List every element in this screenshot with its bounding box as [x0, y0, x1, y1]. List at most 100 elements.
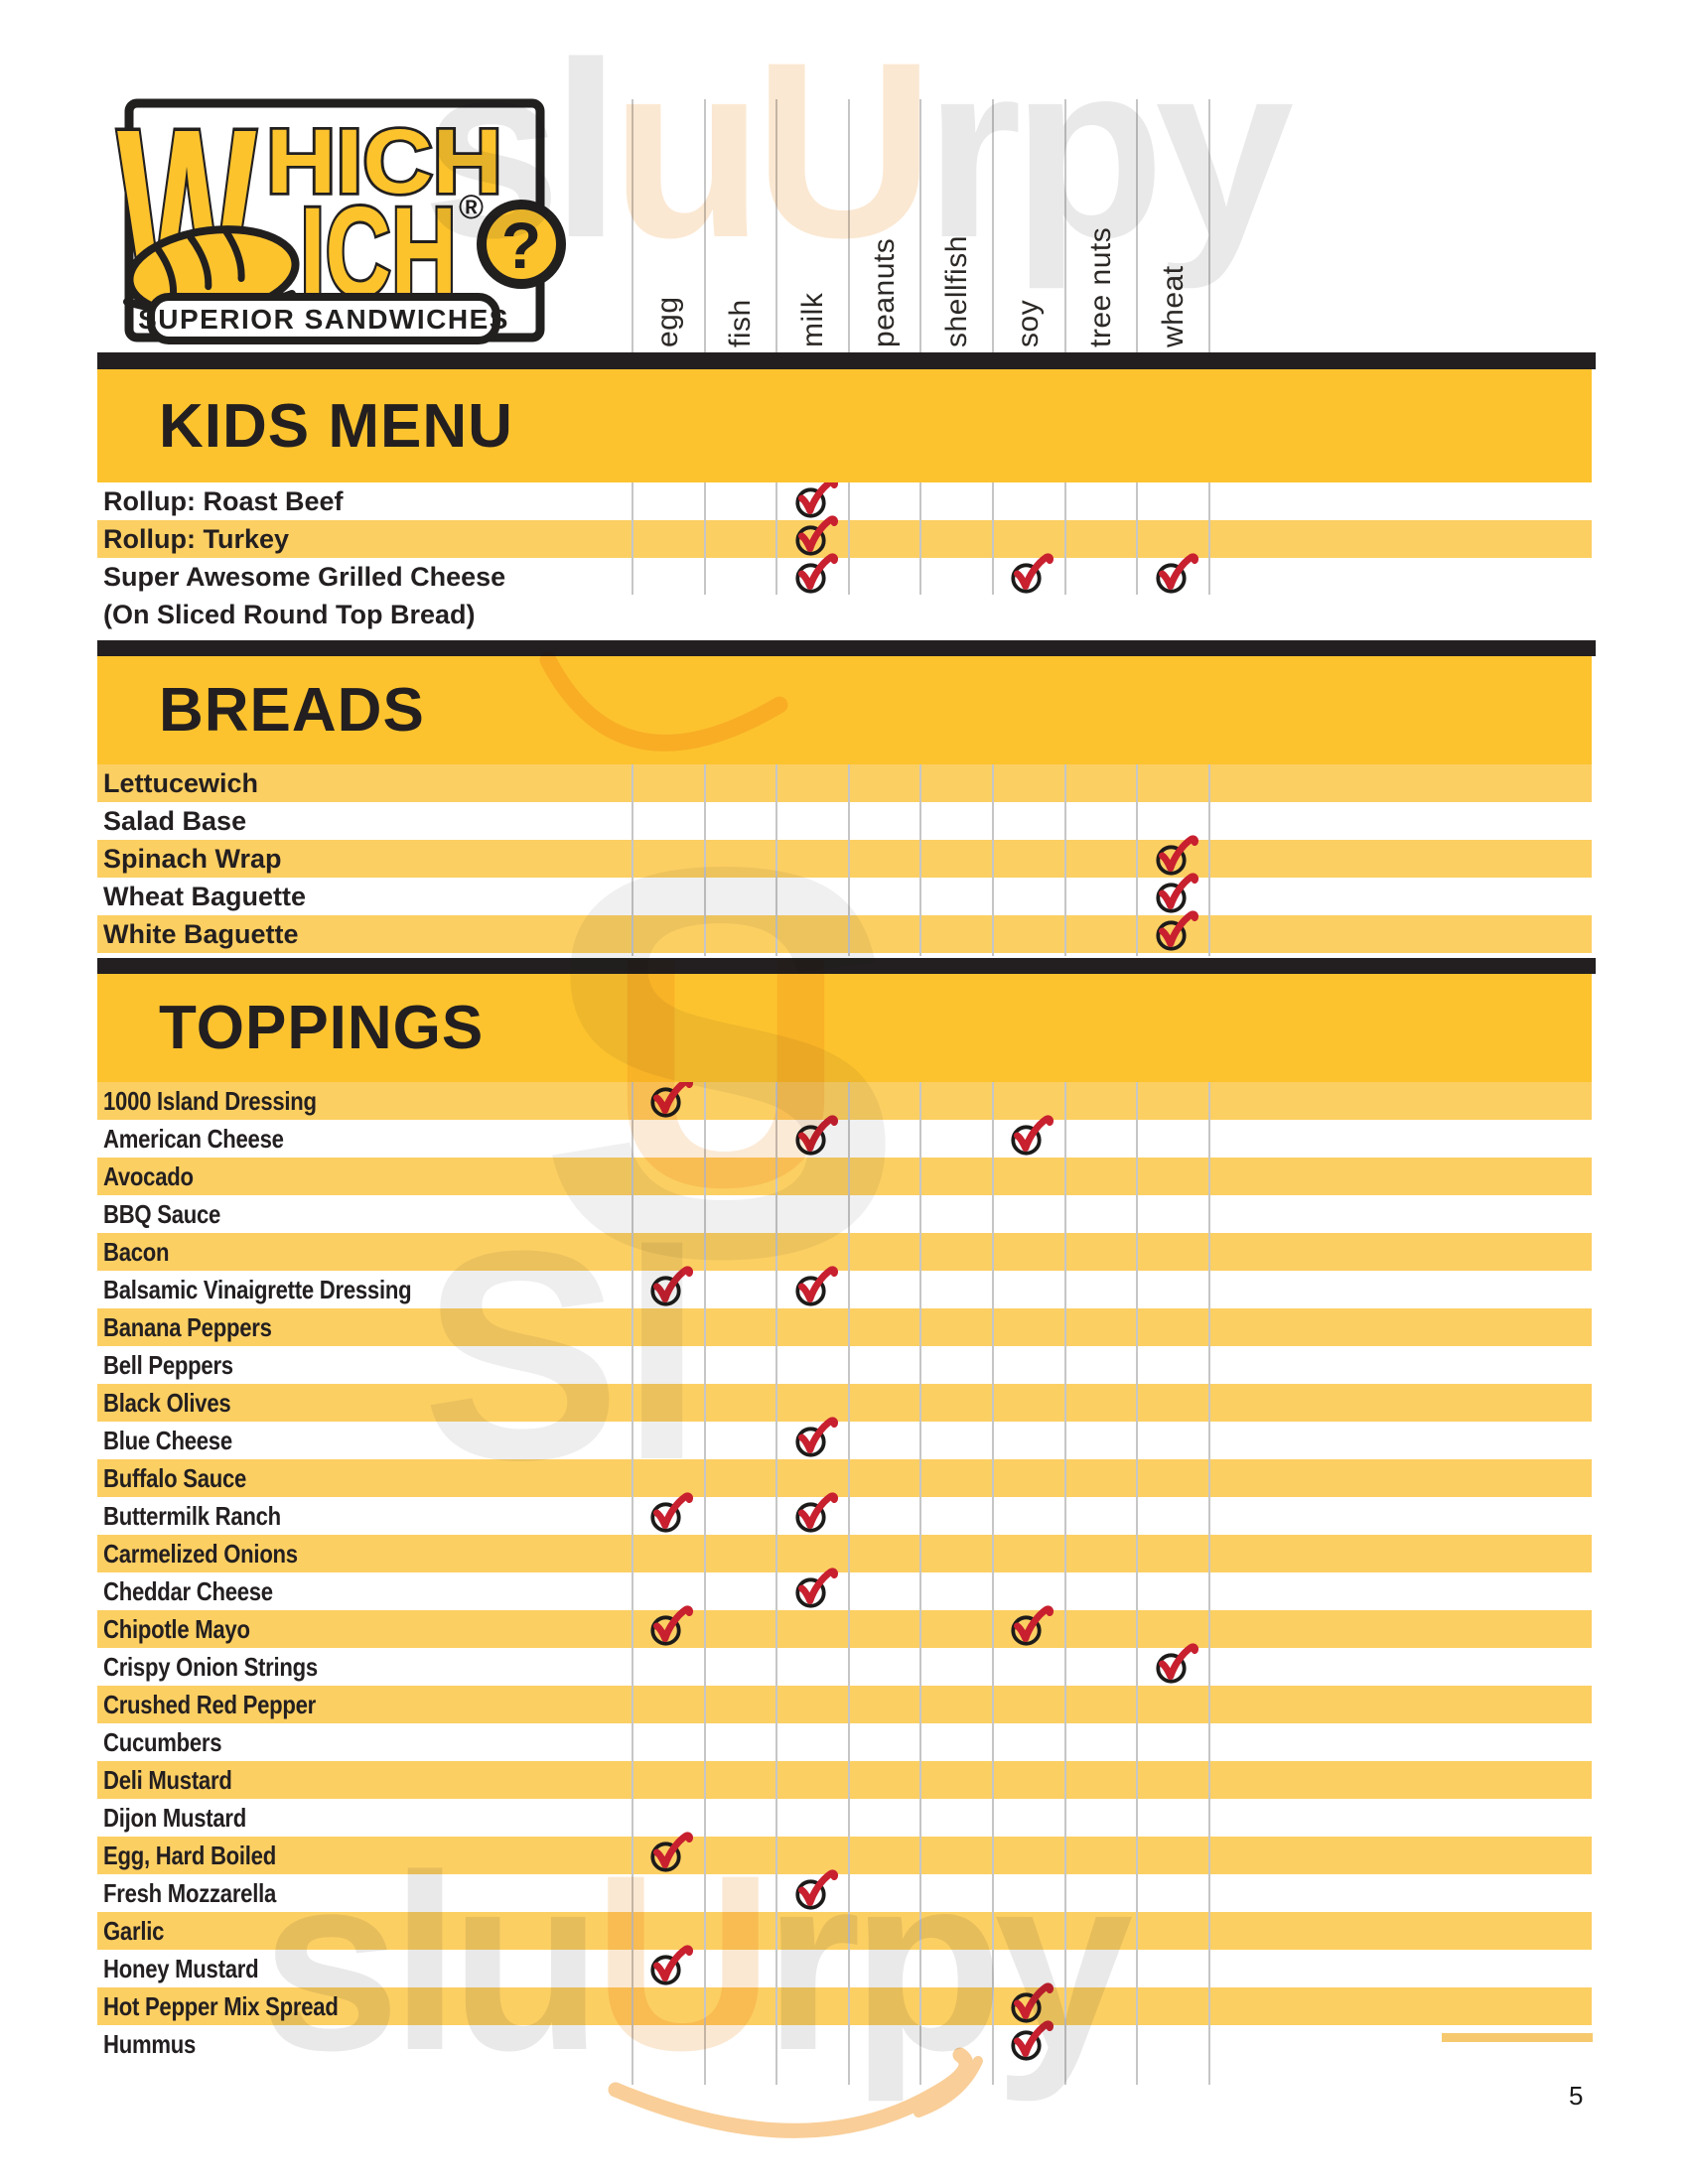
menu-item-label: Cheddar Cheese: [103, 1575, 273, 1606]
column-gridline: [992, 1082, 994, 2085]
section-header-band: BREADS: [97, 656, 1592, 764]
row-stripe: [97, 1308, 1592, 1346]
allergen-check: [649, 1943, 699, 1988]
menu-item-label: Black Olives: [103, 1387, 231, 1418]
menu-item-label: Rollup: Roast Beef: [103, 485, 344, 516]
check-icon: [794, 1266, 838, 1306]
check-icon: [1011, 553, 1055, 594]
check-icon: [794, 1417, 838, 1457]
allergen-check: [1010, 2018, 1059, 2064]
check-icon: [1155, 873, 1198, 913]
allergen-check: [1010, 1113, 1059, 1159]
registered-mark: ®: [459, 189, 484, 226]
check-icon: [1011, 2020, 1055, 2061]
row-stripe: [97, 1837, 1592, 1874]
menu-item-label: Hummus: [103, 2028, 197, 2059]
column-gridline: [1207, 1082, 1210, 2085]
menu-item-label: Fresh Mozzarella: [103, 1877, 277, 1908]
row-stripe: [97, 915, 1592, 953]
row-stripe: [97, 1912, 1592, 1950]
tagline-pill: [147, 293, 500, 344]
page-number: 5: [1569, 2081, 1584, 2111]
watermark-stripe: [1442, 2033, 1593, 2042]
menu-item-label: Rollup: Turkey: [103, 523, 290, 554]
allergen-column-label: egg: [651, 296, 685, 347]
section-header-band: KIDS MENU: [97, 369, 1592, 482]
menu-item-label: Dijon Mustard: [103, 1802, 247, 1833]
column-gridline: [1136, 764, 1139, 956]
section-divider-bar: [97, 352, 1596, 369]
check-icon: [1155, 910, 1198, 951]
column-gridline: [1063, 764, 1066, 956]
row-stripe: [97, 1459, 1592, 1497]
menu-item-label: Lettucewich: [103, 767, 259, 798]
menu-item-label: Carmelized Onions: [103, 1538, 298, 1569]
check-icon: [1011, 1115, 1055, 1156]
row-stripe: [97, 1761, 1592, 1799]
column-gridline: [992, 482, 994, 595]
row-stripe: [97, 1987, 1592, 2025]
check-icon: [794, 1869, 838, 1910]
column-gridline: [775, 482, 778, 595]
column-gridline: [1136, 482, 1139, 595]
menu-item-label: American Cheese: [103, 1123, 284, 1154]
allergen-check: [794, 1264, 844, 1309]
allergen-check: [1010, 551, 1059, 597]
allergen-check: [649, 1264, 699, 1309]
section-header-band: TOPPINGS: [97, 974, 1592, 1082]
allergen-check: [649, 1603, 699, 1649]
allergen-check: [794, 1415, 844, 1460]
menu-item-label: Salad Base: [103, 805, 247, 836]
allergen-check: [1155, 1641, 1204, 1687]
column-gridline: [775, 99, 778, 352]
section-title: TOPPINGS: [159, 994, 485, 1062]
allergen-check: [1155, 551, 1204, 597]
allergen-check: [1155, 833, 1204, 879]
check-icon: [1011, 1982, 1055, 2023]
menu-item-label: Garlic: [103, 1915, 165, 1946]
column-gridline: [1207, 99, 1210, 352]
row-stripe: [97, 1158, 1592, 1195]
check-icon: [650, 1605, 694, 1646]
column-gridline: [919, 482, 922, 595]
column-gridline: [703, 1082, 706, 2085]
column-gridline: [847, 764, 850, 956]
check-icon: [1155, 553, 1198, 594]
check-icon: [794, 1492, 838, 1533]
row-stripe: [97, 520, 1592, 558]
check-icon: [1155, 1643, 1198, 1684]
row-stripe: [97, 764, 1592, 802]
menu-item-label: Buffalo Sauce: [103, 1462, 247, 1493]
row-stripe: [97, 1686, 1592, 1723]
column-gridline: [1207, 764, 1210, 956]
column-gridline: [919, 1082, 922, 2085]
menu-item-label: Buttermilk Ranch: [103, 1500, 281, 1531]
which-wich-logo: W HICH ICH ® ? SUPERIOR SANDWICHES: [114, 74, 566, 358]
allergen-check: [1010, 1603, 1059, 1649]
row-stripe: [97, 1535, 1592, 1572]
column-gridline: [1063, 1082, 1066, 2085]
allergen-column-label: shellfish: [939, 235, 973, 347]
column-gridline: [703, 482, 706, 595]
menu-item-label: White Baguette: [103, 918, 299, 949]
column-gridline: [847, 1082, 850, 2085]
column-gridline: [775, 764, 778, 956]
menu-item-label: Honey Mustard: [103, 1953, 259, 1983]
menu-item-label: Hot Pepper Mix Spread: [103, 1990, 339, 2021]
menu-item-label: Crushed Red Pepper: [103, 1689, 317, 1719]
menu-item-label: Wheat Baguette: [103, 881, 307, 911]
menu-item-label: Bell Peppers: [103, 1349, 233, 1380]
allergen-check: [794, 513, 844, 559]
column-gridline: [847, 99, 850, 352]
row-stripe: [97, 840, 1592, 878]
check-icon: [1155, 835, 1198, 876]
allergen-check: [794, 1566, 844, 1611]
allergen-column-label: milk: [795, 292, 829, 347]
section-divider-bar: [97, 640, 1596, 656]
check-icon: [794, 1115, 838, 1156]
column-gridline: [992, 764, 994, 956]
check-icon: [650, 1266, 694, 1306]
check-icon: [794, 1568, 838, 1608]
column-gridline: [847, 482, 850, 595]
